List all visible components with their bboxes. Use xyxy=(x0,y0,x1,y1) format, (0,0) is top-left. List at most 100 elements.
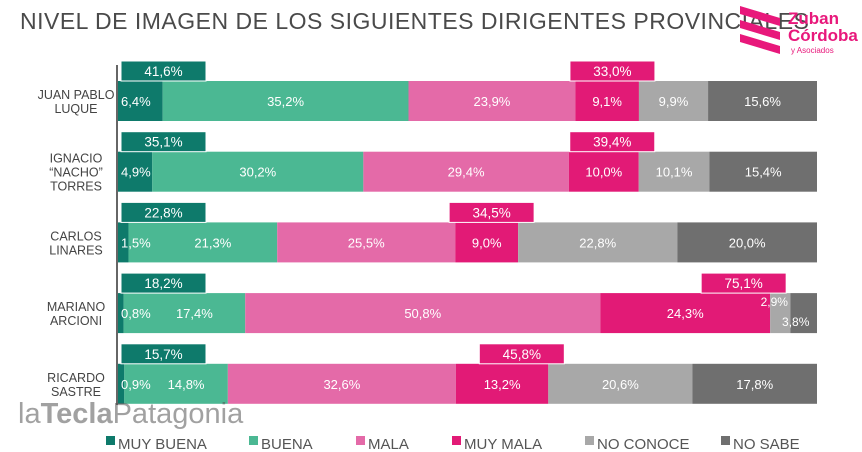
data-label: 20,0% xyxy=(729,235,766,250)
category-label: JUAN PABLO xyxy=(38,88,115,102)
legend-label: NO SABE xyxy=(733,436,800,452)
bar-segment-no-conoce xyxy=(518,222,678,263)
positive-total-box xyxy=(120,131,207,153)
bar-segment-muy-buena xyxy=(118,151,153,192)
data-label: 9,0% xyxy=(472,235,502,250)
data-label: 32,6% xyxy=(323,377,360,392)
data-label: 50,8% xyxy=(404,306,441,321)
data-label: 30,2% xyxy=(239,165,276,180)
brand-subtitle: y Asociados xyxy=(791,46,834,55)
data-label: 23,9% xyxy=(474,94,511,109)
negative-total-box xyxy=(569,131,656,153)
data-label: 3,8% xyxy=(782,315,810,329)
bar-segment-no-conoce xyxy=(638,151,710,192)
watermark-part2: Tecla xyxy=(40,398,113,430)
legend-swatch-muy-buena xyxy=(106,436,115,445)
data-label: 1,5% xyxy=(121,235,151,250)
bar-segment-buena xyxy=(128,222,278,263)
positive-total-label: 22,8% xyxy=(144,205,182,220)
chart-title: NIVEL DE IMAGEN DE LOS SIGUIENTES DIRIGE… xyxy=(20,8,810,34)
bar-segment-mala xyxy=(408,81,576,121)
data-label: 15,6% xyxy=(744,94,781,109)
category-label: MARIANO xyxy=(47,300,106,314)
data-label: 21,3% xyxy=(194,235,231,250)
negative-total-box xyxy=(700,272,787,294)
category-label: LUQUE xyxy=(54,102,97,116)
bar-segment-no-conoce xyxy=(548,363,693,404)
bar-segment-mala xyxy=(245,293,601,334)
bar-segment-muy-mala xyxy=(575,81,639,121)
bar-segment-no-sabe xyxy=(708,81,817,121)
negative-total-label: 75,1% xyxy=(725,276,763,291)
negative-total-box xyxy=(448,201,535,223)
negative-total-box xyxy=(569,60,656,82)
brand-logo: Zuban Córdoba y Asociados xyxy=(736,4,858,58)
data-label: 15,4% xyxy=(745,165,782,180)
data-label: 35,2% xyxy=(267,94,304,109)
bar-segment-mala xyxy=(363,151,569,192)
positive-total-label: 15,7% xyxy=(144,347,182,362)
data-label: 14,8% xyxy=(168,377,205,392)
legend-swatch-no-sabe xyxy=(721,436,730,445)
legend-label: MUY MALA xyxy=(464,436,542,452)
bar-segment-no-conoce xyxy=(770,293,791,334)
data-label: 17,4% xyxy=(176,306,213,321)
data-label: 0,9% xyxy=(121,377,151,392)
positive-total-box xyxy=(120,343,207,365)
category-label: CARLOS xyxy=(50,229,101,243)
category-label: “NACHO” xyxy=(49,166,102,180)
positive-total-box xyxy=(120,60,207,82)
bar-segment-muy-buena xyxy=(118,222,129,263)
brand-logo-icon xyxy=(740,6,780,54)
data-label: 10,0% xyxy=(585,165,622,180)
watermark-part1: la xyxy=(18,398,41,430)
legend-swatch-muy-mala xyxy=(452,436,461,445)
negative-total-label: 34,5% xyxy=(472,205,510,220)
watermark: laTeclaPatagonia xyxy=(18,398,243,431)
data-label: 9,1% xyxy=(592,94,622,109)
category-label: LINARES xyxy=(49,243,103,257)
bar-segment-muy-buena xyxy=(118,81,163,121)
brand-name-line1: Zuban xyxy=(788,9,839,28)
watermark-part3: Patagonia xyxy=(112,398,244,430)
positive-total-box xyxy=(120,272,207,294)
data-label: 24,3% xyxy=(667,306,704,321)
data-label: 29,4% xyxy=(448,165,485,180)
positive-total-label: 35,1% xyxy=(144,135,182,150)
bar-segment-muy-mala xyxy=(455,363,549,404)
legend-label: MUY BUENA xyxy=(118,436,207,452)
negative-total-box xyxy=(478,343,565,365)
data-label: 9,9% xyxy=(659,94,689,109)
data-label: 10,1% xyxy=(656,165,693,180)
legend-swatch-no-conoce xyxy=(585,436,594,445)
data-label: 13,2% xyxy=(484,377,521,392)
bar-segment-muy-mala xyxy=(568,151,639,192)
data-label: 2,9% xyxy=(761,295,789,309)
negative-total-label: 39,4% xyxy=(593,135,631,150)
data-label: 25,5% xyxy=(348,235,385,250)
bar-segment-muy-mala xyxy=(600,293,771,334)
bar-segment-buena xyxy=(152,151,364,192)
data-label: 6,4% xyxy=(121,94,151,109)
bar-segment-no-conoce xyxy=(638,81,709,121)
bar-segment-muy-mala xyxy=(455,222,519,263)
legend-swatch-buena xyxy=(249,436,258,445)
data-label: 0,8% xyxy=(121,306,151,321)
brand-name-line2: Córdoba xyxy=(788,26,858,45)
bar-segment-no-sabe xyxy=(709,151,817,192)
bar-segment-muy-buena xyxy=(118,363,125,404)
positive-total-label: 18,2% xyxy=(144,276,182,291)
negative-total-label: 45,8% xyxy=(503,347,541,362)
category-label: IGNACIO xyxy=(50,152,103,166)
data-label: 22,8% xyxy=(579,235,616,250)
bar-segment-no-sabe xyxy=(692,363,817,404)
bar-segment-buena xyxy=(123,293,246,334)
legend-label: NO CONOCE xyxy=(597,436,690,452)
data-label: 17,8% xyxy=(736,377,773,392)
category-label: TORRES xyxy=(50,180,102,194)
category-label: SASTRE xyxy=(51,385,101,399)
legend-label: MALA xyxy=(368,436,409,452)
category-label: RICARDO xyxy=(47,371,105,385)
data-label: 20,6% xyxy=(602,377,639,392)
